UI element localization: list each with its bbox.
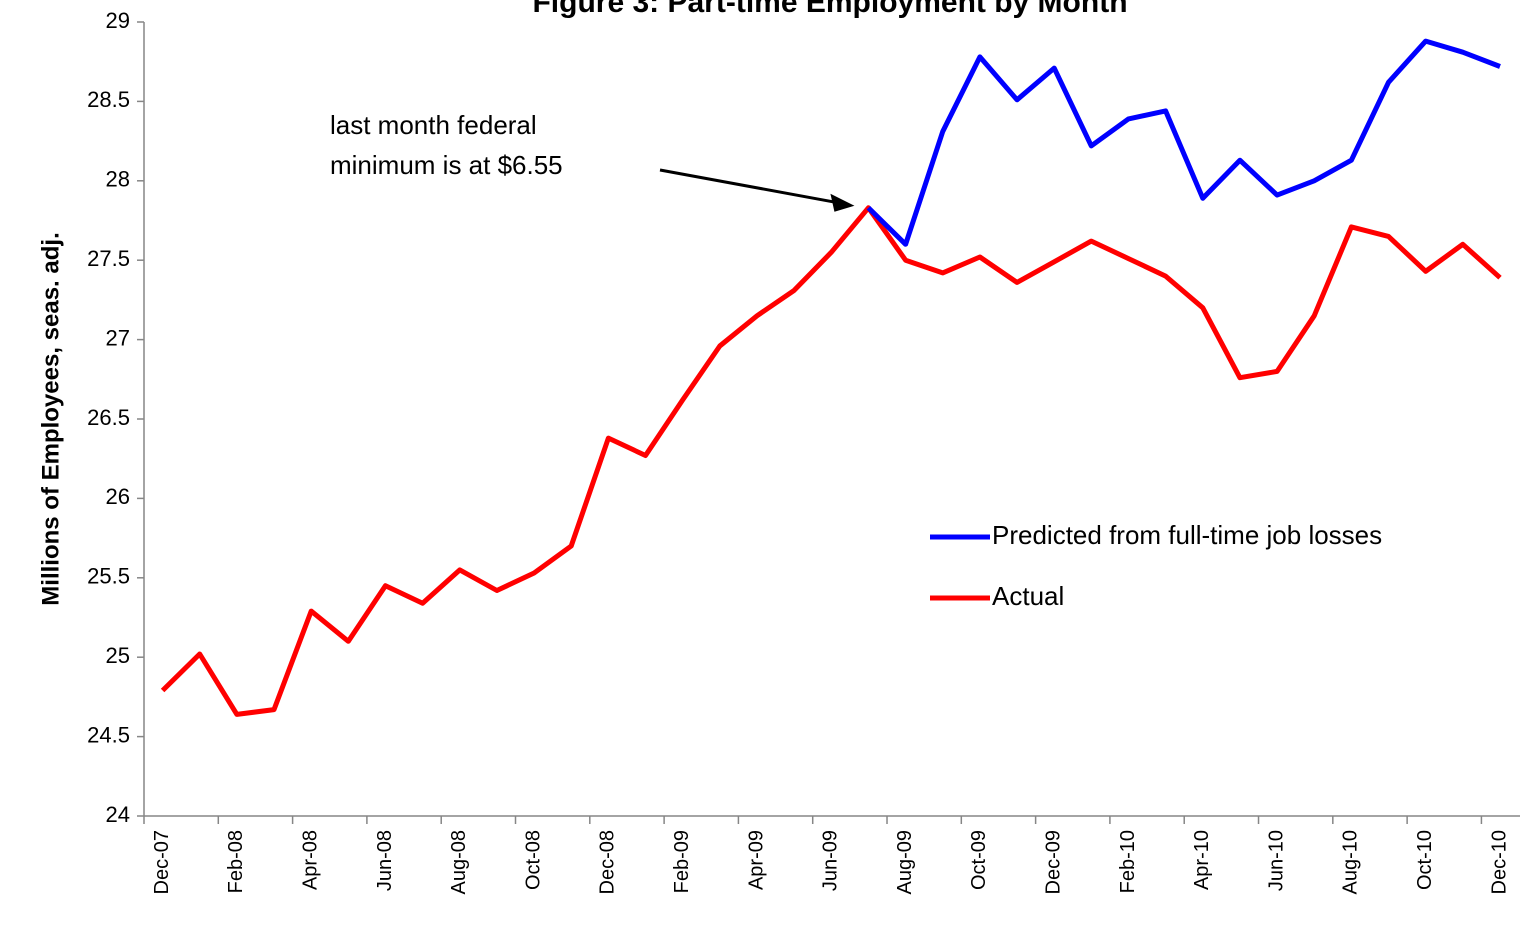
y-tick-label: 25.5: [87, 564, 130, 589]
x-tick-label: Aug-09: [894, 830, 916, 895]
y-tick-label: 28: [106, 167, 130, 192]
x-tick-label: Jun-09: [820, 830, 842, 891]
x-tick-label: Jun-10: [1265, 830, 1287, 891]
y-tick-label: 25: [106, 643, 130, 668]
x-tick-label: Feb-08: [225, 830, 247, 893]
y-tick-label: 28.5: [87, 87, 130, 112]
y-tick-label: 26.5: [87, 405, 130, 430]
chart-title: Figure 3: Part-time Employment by Month: [532, 0, 1127, 19]
series-line: [160, 205, 1502, 717]
series-line: [866, 38, 1501, 247]
y-tick-label: 26: [106, 484, 130, 509]
x-tick-label: Dec-09: [1042, 830, 1064, 894]
x-tick-label: Apr-09: [745, 830, 767, 890]
annotation-arrowhead: [830, 193, 855, 212]
x-tick-label: Apr-08: [299, 830, 321, 890]
y-tick-label: 29: [106, 8, 130, 33]
annotation-text: minimum is at $6.55: [330, 150, 563, 180]
legend-label: Actual: [992, 581, 1064, 611]
y-axis-label: Millions of Employees, seas. adj.: [37, 232, 64, 605]
y-tick-label: 27: [106, 325, 130, 350]
x-tick-label: Jun-08: [374, 830, 396, 891]
annotation-arrow: [659, 168, 839, 205]
x-tick-label: Dec-07: [151, 830, 173, 894]
x-tick-label: Oct-08: [522, 830, 544, 890]
x-tick-label: Dec-10: [1488, 830, 1510, 894]
x-tick-label: Feb-10: [1117, 830, 1139, 893]
x-tick-label: Oct-09: [968, 830, 990, 890]
x-tick-label: Aug-08: [448, 830, 470, 895]
x-tick-label: Apr-10: [1191, 830, 1213, 890]
x-tick-label: Aug-10: [1340, 830, 1362, 895]
x-tick-label: Oct-10: [1414, 830, 1436, 890]
y-tick-label: 27.5: [87, 246, 130, 271]
annotation-text: last month federal: [330, 110, 537, 140]
y-tick-label: 24: [106, 802, 130, 827]
x-tick-label: Feb-09: [671, 830, 693, 893]
x-tick-label: Dec-08: [597, 830, 619, 894]
legend-label: Predicted from full-time job losses: [992, 520, 1382, 550]
y-tick-label: 24.5: [87, 722, 130, 747]
